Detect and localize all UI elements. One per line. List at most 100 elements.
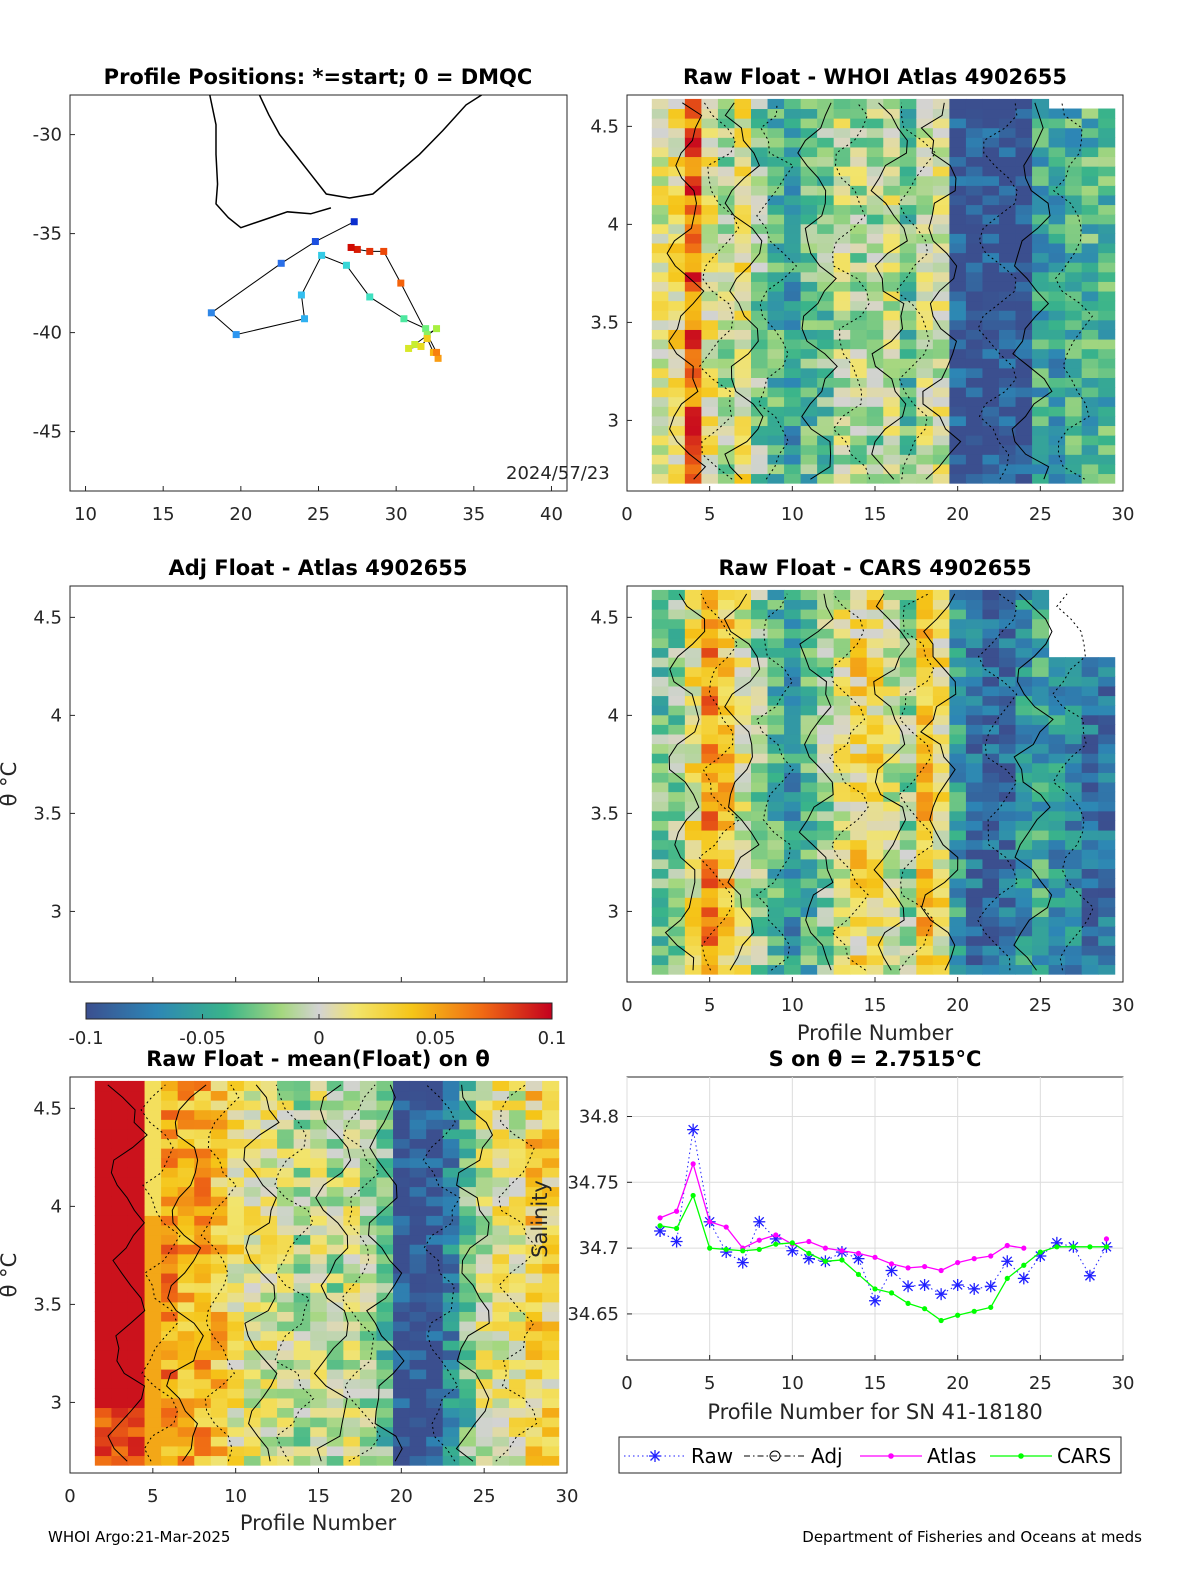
heatmap-cell [965,858,983,869]
contour-line [107,1084,148,1462]
heatmap-cell [684,319,702,330]
heatmap-cell [260,1225,278,1236]
heatmap-cell [1081,839,1099,850]
heatmap-cell [161,1205,179,1216]
heatmap-cell [525,1292,543,1303]
heatmap-cell [717,647,735,658]
heatmap-cell [1015,637,1033,649]
heatmap-cell [883,223,901,234]
heatmap-cell [1048,367,1066,378]
heatmap-cell [751,705,769,716]
heatmap-cell [509,1426,527,1437]
heatmap-cell [1065,657,1083,668]
heatmap-cell [1015,916,1033,927]
heatmap-cell [800,791,818,802]
heatmap-cell [542,1349,560,1360]
heatmap-cell [94,1128,112,1140]
heatmap-cell [965,377,983,388]
heatmap-cell [343,1225,361,1236]
contour-line [274,1084,315,1462]
heatmap-cell [1081,463,1099,475]
heatmap-cell [883,714,901,725]
heatmap-cell [542,1128,560,1140]
heatmap-cell [833,868,851,879]
heatmap-cell [784,887,802,898]
heatmap-cell [111,1244,129,1255]
heatmap-cell [1065,916,1083,927]
x-tick-label: 5 [704,995,715,1016]
heatmap-cell [668,926,686,937]
heatmap-cell [883,185,901,196]
heatmap-cell [509,1176,527,1188]
heatmap-cell [1032,367,1050,378]
heatmap-cell [784,396,802,407]
heatmap-cell [701,243,719,254]
heatmap-cell [949,705,967,716]
heatmap-cell [1098,685,1116,697]
heatmap-cell [326,1244,344,1255]
heatmap-cell [1081,252,1099,263]
heatmap-cell [393,1436,411,1447]
heatmap-cell [965,156,983,167]
heatmap-cell [260,1100,278,1111]
heatmap-cell [1065,705,1083,716]
heatmap-cell [883,387,901,398]
heatmap-cell [734,647,752,658]
heatmap-cell [343,1119,361,1130]
heatmap-cell [651,676,669,687]
heatmap-cell [492,1167,510,1178]
heatmap-cell [684,252,702,263]
heatmap-cell [784,705,802,716]
heatmap-cell [651,858,669,869]
heatmap-cell [767,618,785,629]
heatmap-cell [734,657,752,668]
heatmap-cell [1015,599,1033,610]
heatmap-cell [111,1225,129,1236]
heatmap-cell [210,1369,228,1380]
heatmap-cell [111,1445,129,1457]
heatmap-cell [999,589,1017,601]
heatmap-cell [965,772,983,783]
heatmap-cell [767,252,785,263]
heatmap-cell [949,415,967,427]
heatmap-cell [949,676,967,687]
heatmap-cell [734,935,752,946]
heatmap-cell [932,367,950,378]
heatmap-cell [999,358,1017,369]
heatmap-cell [965,291,983,302]
heatmap-cell [817,887,835,898]
heatmap-cell [717,954,735,966]
heatmap-cell [542,1417,560,1428]
heatmap-cell [684,204,702,215]
heatmap-cell [277,1080,295,1092]
heatmap-cell [343,1273,361,1284]
heatmap-cell [734,676,752,687]
heatmap-cell [817,310,835,321]
heatmap-cell [542,1301,560,1312]
heatmap-cell [1081,166,1099,177]
heatmap-cell [701,714,719,725]
heatmap-cell [982,396,1000,407]
heatmap-cell [194,1225,212,1236]
heatmap-cell [965,695,983,706]
heatmap-cell [426,1186,444,1197]
heatmap-cell [833,98,851,110]
heatmap-cell [668,906,686,918]
heatmap-cell [1048,454,1066,465]
heatmap-cell [1015,724,1033,735]
heatmap-cell [784,194,802,206]
heatmap-cell [144,1445,162,1457]
heatmap-cell [800,849,818,860]
heatmap-cell [442,1100,460,1111]
heatmap-cell [734,916,752,927]
heatmap-cell [651,339,669,350]
heatmap-cell [899,454,917,465]
heatmap-cell [850,271,868,282]
heatmap-cell [542,1340,560,1351]
heatmap-cell [310,1417,328,1428]
profile-marker [400,315,408,323]
heatmap-cell [376,1109,394,1120]
heatmap-cell [999,906,1017,918]
heatmap-cell [999,685,1017,697]
heatmap-cell [684,454,702,465]
